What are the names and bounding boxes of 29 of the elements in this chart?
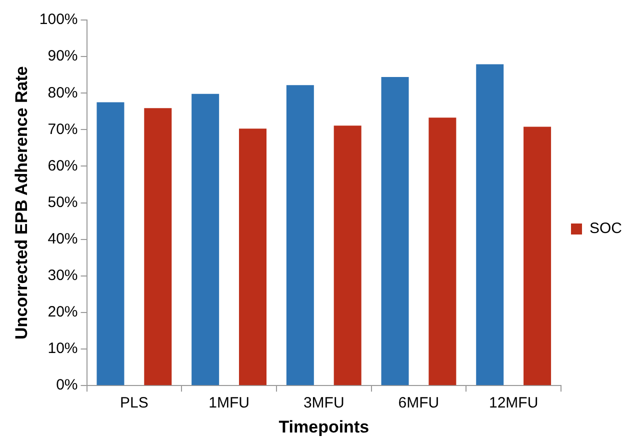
y-tick-label: 60% [48, 157, 78, 174]
y-tick-label: 0% [56, 376, 78, 394]
x-tick-label: PLS [120, 394, 148, 412]
y-tick-label: 50% [48, 194, 78, 211]
y-axis-title: Uncorrected EPB Adherence Rate [12, 66, 31, 340]
x-axis-title: Timepoints [278, 417, 370, 436]
y-tick-label: 30% [48, 267, 78, 284]
bar [286, 85, 314, 386]
bar [428, 118, 456, 386]
bar [144, 108, 172, 386]
y-tick-label: 90% [48, 48, 78, 65]
bar [476, 64, 504, 386]
bar [96, 102, 124, 386]
bar [334, 126, 362, 386]
y-tick-label: 40% [48, 230, 78, 248]
bar [192, 94, 220, 386]
x-tick-label: 3MFU [303, 394, 344, 412]
legend-label: SOC [589, 220, 622, 238]
y-tick-label: 10% [48, 340, 78, 358]
bar [524, 126, 552, 386]
x-tick-label: 1MFU [208, 394, 250, 412]
bar [238, 128, 266, 386]
y-tick-label: 20% [48, 304, 78, 321]
x-tick-label: 6MFU [398, 394, 440, 412]
y-tick-label: 70% [48, 120, 78, 138]
bar [381, 77, 409, 386]
y-tick-label: 100% [39, 11, 78, 28]
y-tick-label: 80% [48, 84, 78, 102]
x-tick-label: 12MFU [488, 394, 538, 412]
